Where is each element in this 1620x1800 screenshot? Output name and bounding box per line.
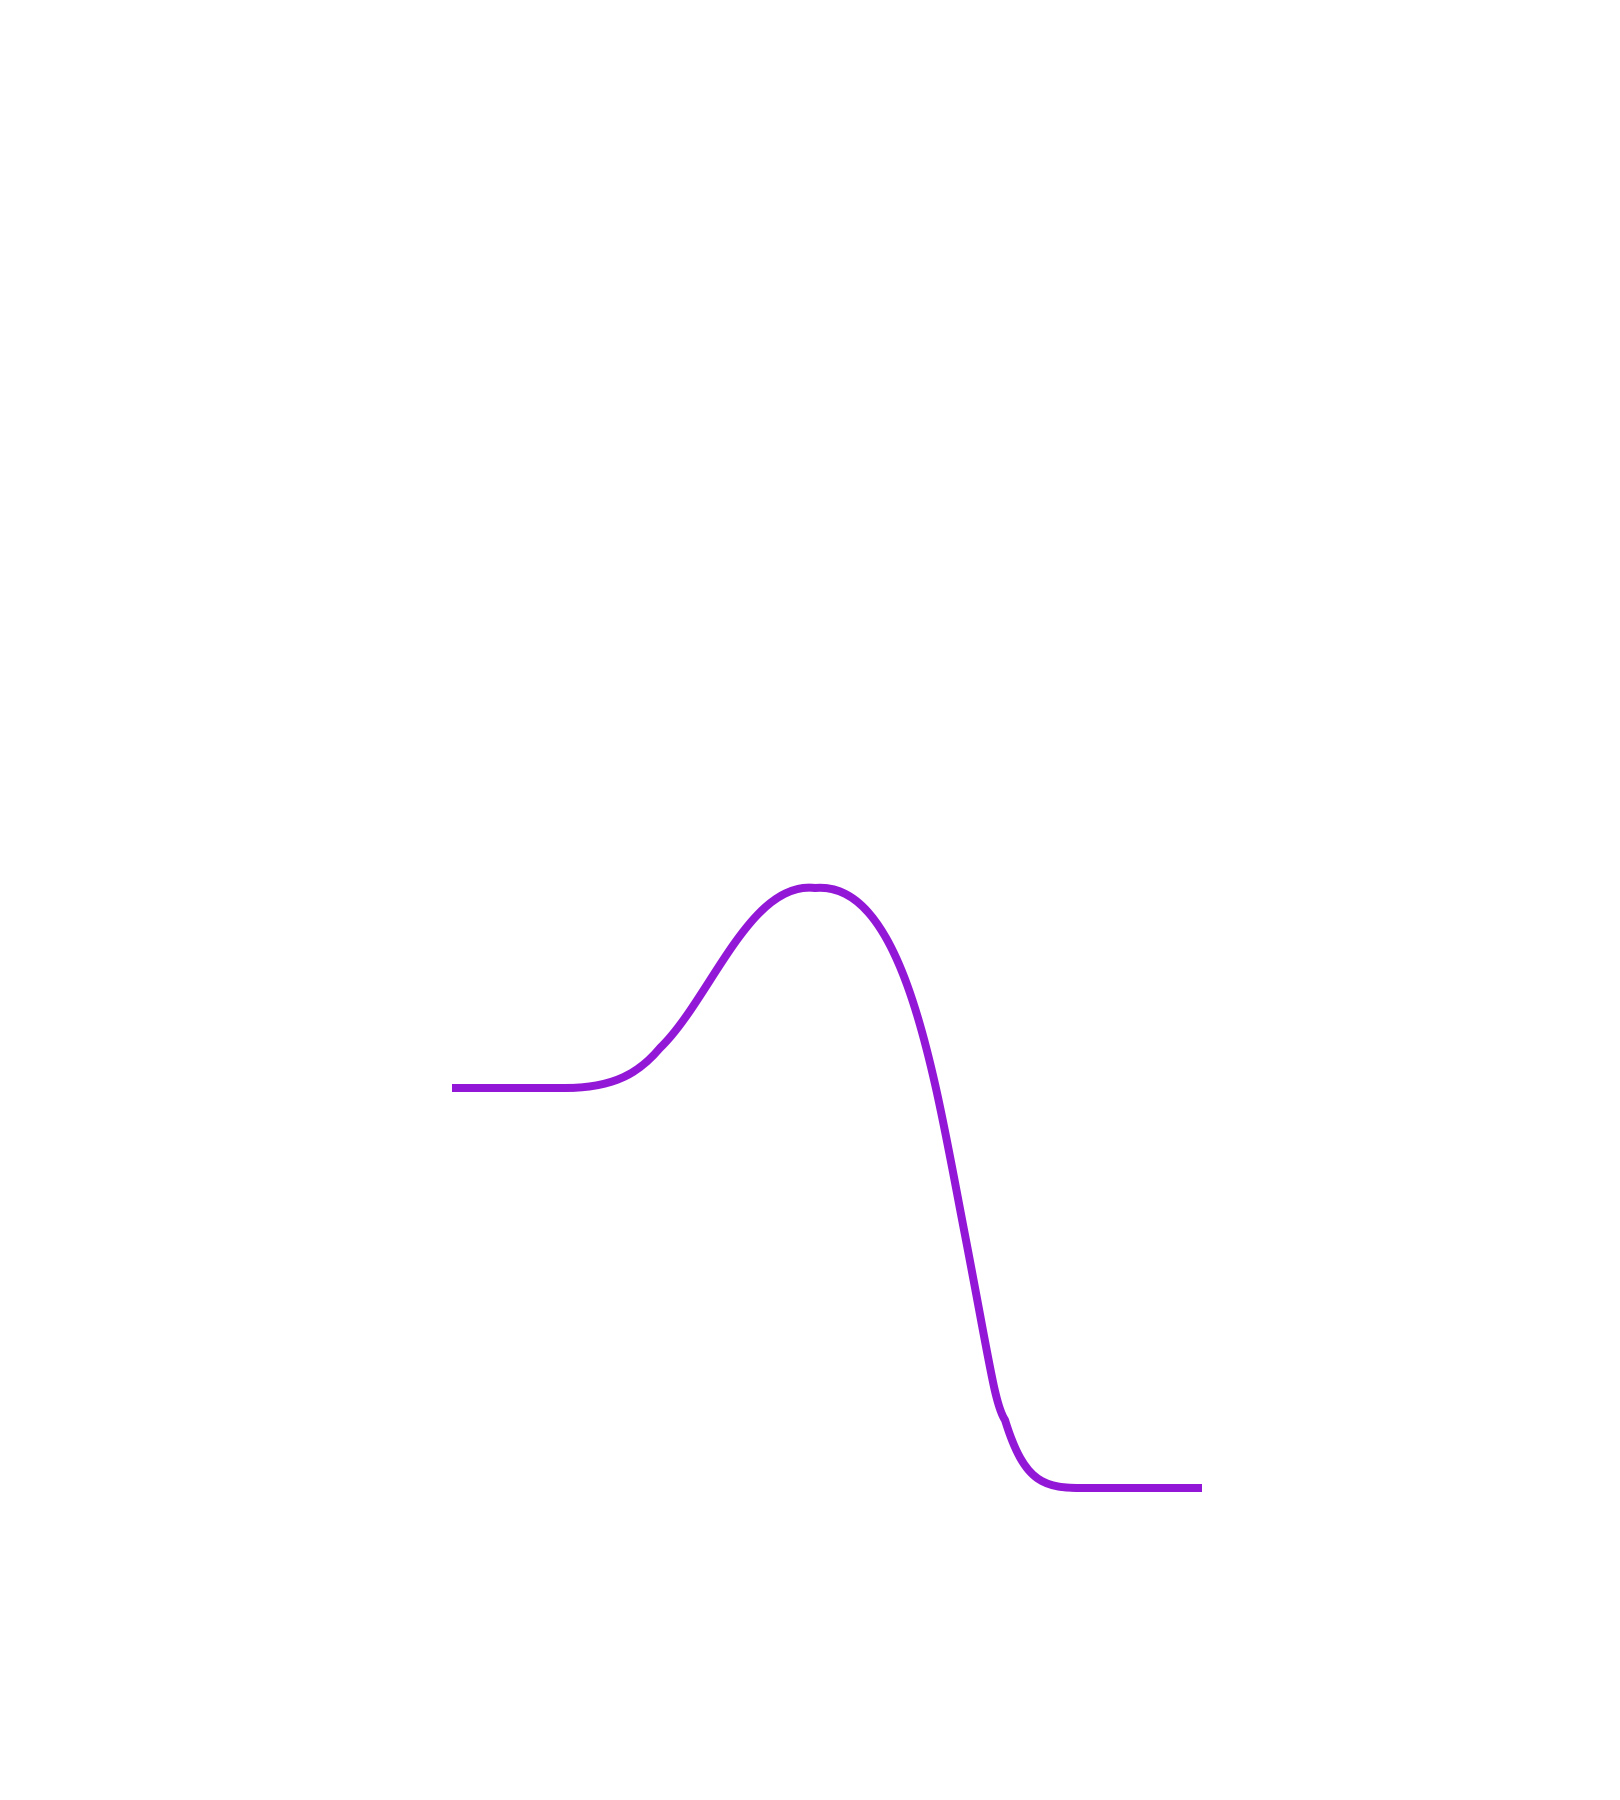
reaction-profile-curve (452, 883, 1202, 1492)
